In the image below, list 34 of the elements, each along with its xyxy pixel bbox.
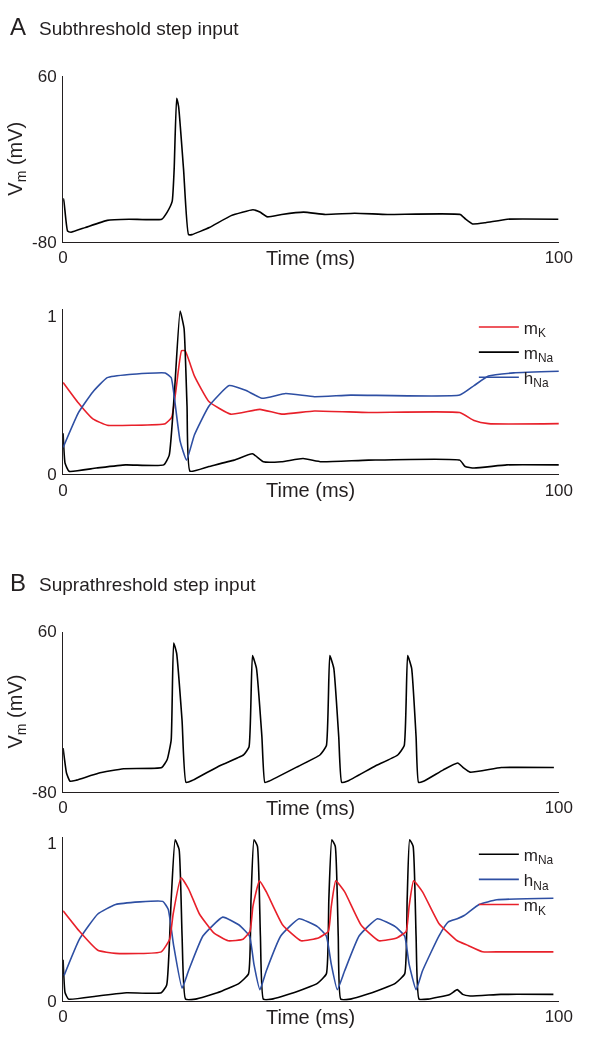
y-tick-label: -80 (32, 232, 57, 252)
x-tick-label: 100 (544, 248, 574, 268)
line-series (63, 642, 555, 784)
y-tick-label: -80 (32, 782, 57, 802)
x-tick-label: 100 (544, 798, 574, 818)
line-series (63, 876, 555, 955)
legend-label: m$_{Na}$ (523, 845, 554, 868)
x-axis-title: Time (ms) (266, 479, 356, 501)
y-tick-label: 0 (47, 991, 57, 1011)
text: A (10, 13, 27, 40)
y-tick-label: 0 (47, 465, 57, 485)
line-series (63, 310, 559, 473)
y-tick-label: 60 (37, 66, 57, 86)
line-series (63, 370, 559, 461)
line-series (63, 349, 559, 427)
legend-label: m$_{K}$ (523, 318, 547, 341)
x-tick-label: 100 (544, 480, 574, 500)
line-series (63, 897, 555, 991)
text: B (10, 569, 27, 596)
line-series (63, 839, 555, 1001)
legend-label: h$_{Na}$ (523, 871, 549, 893)
legend-label: m$_{K}$ (523, 896, 547, 918)
x-tick-label: 100 (544, 1007, 574, 1027)
x-axis-title: Time (ms) (266, 247, 356, 269)
line-series (63, 97, 559, 236)
x-axis-title: Time (ms) (266, 797, 356, 819)
legend-label: m$_{Na}$ (523, 343, 554, 366)
y-tick-label: 60 (37, 622, 57, 642)
y-tick-label: 1 (47, 833, 57, 853)
chart-title: Suprathreshold step input (39, 574, 257, 595)
x-axis-title: Time (ms) (266, 1006, 356, 1028)
chart-title: Subthreshold step input (39, 18, 240, 39)
y-tick-label: 1 (47, 306, 57, 326)
legend-label: h$_{Na}$ (523, 368, 549, 391)
